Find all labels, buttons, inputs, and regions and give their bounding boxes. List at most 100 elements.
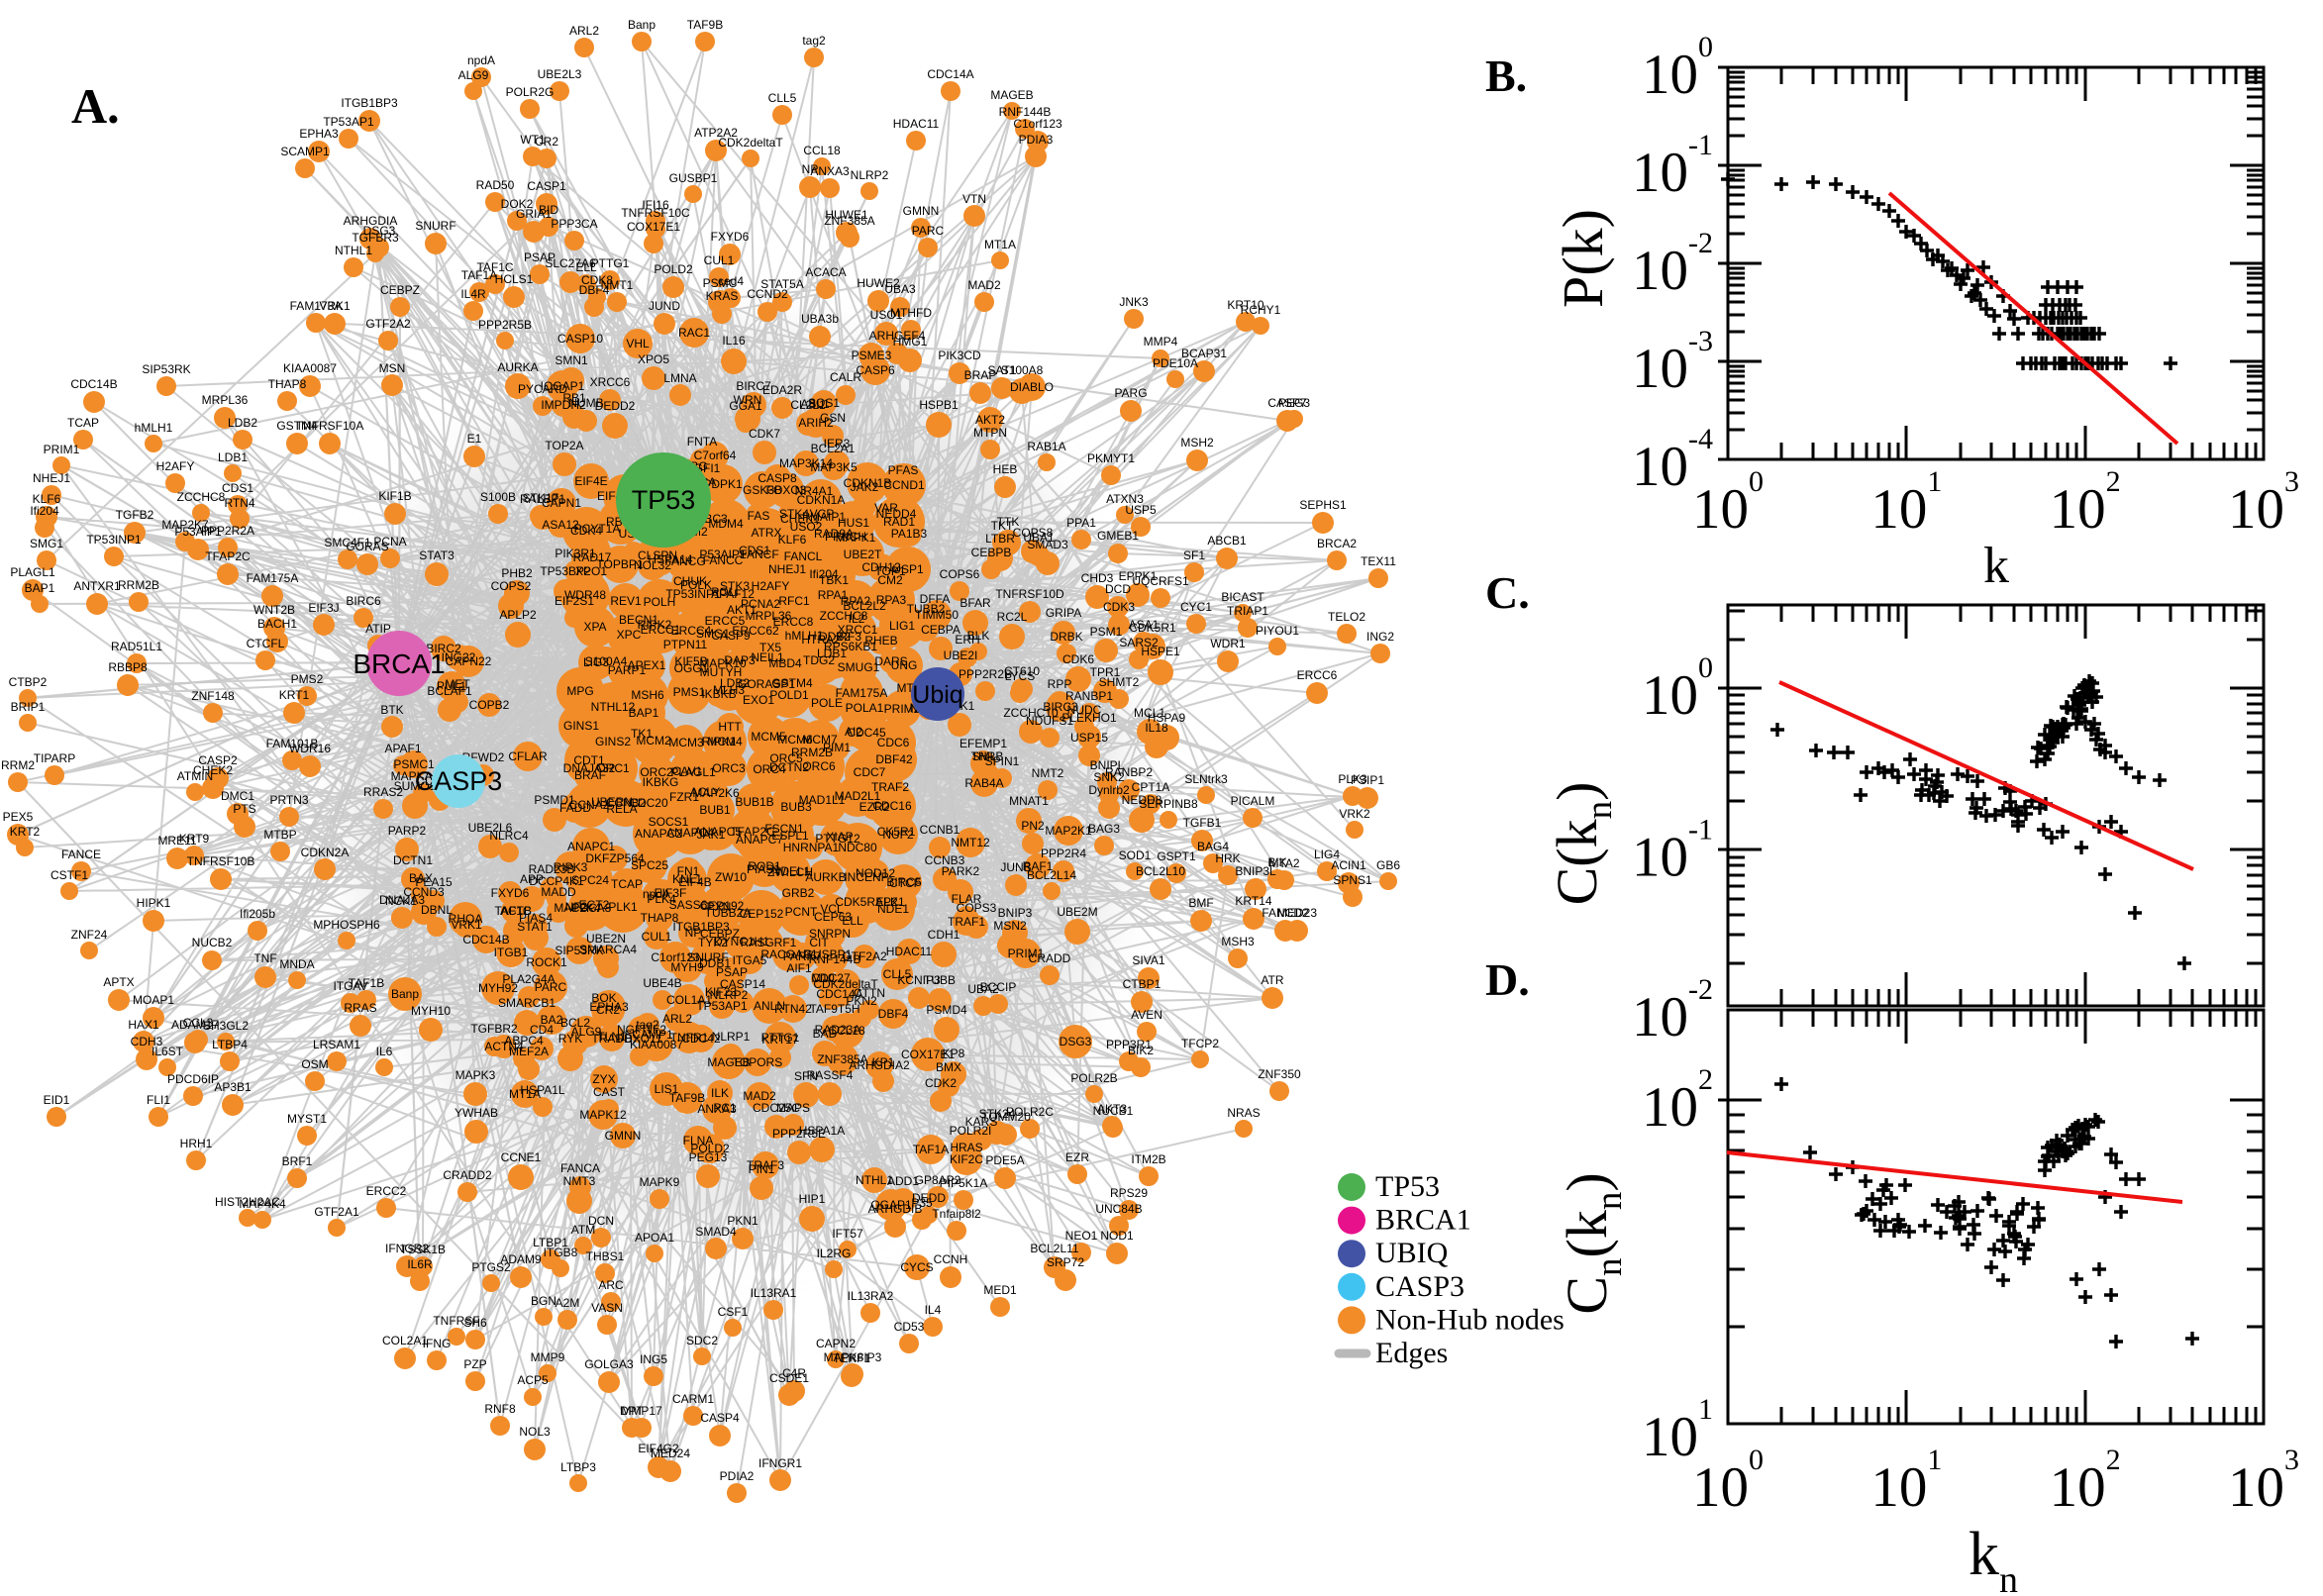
svg-text:FLNA: FLNA <box>683 1134 714 1147</box>
svg-text:PMAIP1: PMAIP1 <box>802 510 846 524</box>
svg-text:NOL32: NOL32 <box>634 558 671 572</box>
svg-text:TAF9B: TAF9B <box>687 18 723 32</box>
svg-text:XPO5: XPO5 <box>638 352 669 366</box>
svg-text:PIYOU1: PIYOU1 <box>1256 624 1299 638</box>
svg-text:IMPDH2: IMPDH2 <box>541 398 586 412</box>
svg-text:SNURF: SNURF <box>687 950 728 964</box>
svg-text:STK24: STK24 <box>979 1107 1016 1121</box>
svg-text:PEG3: PEG3 <box>1278 396 1310 410</box>
svg-text:LIG4: LIG4 <box>1314 848 1340 861</box>
svg-text:CLL5: CLL5 <box>768 91 797 105</box>
svg-text:RRM2B: RRM2B <box>791 746 833 759</box>
svg-text:BCCIP: BCCIP <box>980 980 1017 994</box>
svg-text:WNT2B: WNT2B <box>253 603 295 617</box>
svg-text:AKT2: AKT2 <box>975 413 1005 427</box>
svg-text:CTCFL: CTCFL <box>247 637 285 650</box>
svg-text:BCL2L14: BCL2L14 <box>1027 868 1076 882</box>
svg-text:PSMC: PSMC <box>703 276 738 290</box>
svg-text:SLNtrk3: SLNtrk3 <box>1184 772 1228 786</box>
svg-text:CDK5R1: CDK5R1 <box>1129 621 1176 635</box>
svg-text:BAP1: BAP1 <box>629 706 659 720</box>
svg-text:ALG9: ALG9 <box>458 68 489 82</box>
svg-text:TOP2A: TOP2A <box>545 439 583 452</box>
svg-text:CTBP2: CTBP2 <box>9 675 48 689</box>
svg-text:SCAMP1: SCAMP1 <box>624 1028 673 1042</box>
svg-text:CDH12: CDH12 <box>861 560 901 574</box>
svg-text:ATMIN: ATMIN <box>177 769 213 783</box>
svg-text:ESPL1: ESPL1 <box>771 829 809 843</box>
svg-text:MAP2K4: MAP2K4 <box>554 901 601 915</box>
svg-text:ELL: ELL <box>575 260 597 274</box>
svg-text:MRE11: MRE11 <box>157 834 196 848</box>
svg-text:CDS1: CDS1 <box>739 544 770 557</box>
svg-text:NMT1: NMT1 <box>601 278 634 292</box>
svg-text:NRAS: NRAS <box>1227 1106 1260 1120</box>
svg-text:KIF5B: KIF5B <box>674 654 707 668</box>
svg-text:RANBP1: RANBP1 <box>1065 689 1113 703</box>
svg-text:TIMM50: TIMM50 <box>915 608 959 622</box>
svg-text:PYCARD: PYCARD <box>518 382 567 396</box>
svg-text:C(kn): C(kn) <box>1545 782 1620 906</box>
svg-text:NHEJ1: NHEJ1 <box>33 471 70 485</box>
svg-text:POLD2: POLD2 <box>690 1142 730 1155</box>
svg-text:PIK3CD: PIK3CD <box>938 349 981 362</box>
svg-text:CD53: CD53 <box>894 1320 925 1334</box>
svg-text:VHL: VHL <box>626 337 650 350</box>
svg-text:S100A8: S100A8 <box>1001 363 1044 377</box>
svg-text:PLAGL1: PLAGL1 <box>670 765 716 779</box>
svg-text:PIP5K1A: PIP5K1A <box>940 1176 988 1190</box>
svg-text:CR2: CR2 <box>596 1003 620 1017</box>
svg-text:TCAP: TCAP <box>611 877 643 891</box>
svg-text:SASS6: SASS6 <box>669 898 708 912</box>
svg-text:KCNIP3: KCNIP3 <box>897 973 941 987</box>
svg-text:SDC2: SDC2 <box>686 1334 718 1347</box>
svg-text:RNF144B: RNF144B <box>809 952 861 966</box>
svg-text:DCN: DCN <box>588 1214 614 1228</box>
svg-text:DEDD2: DEDD2 <box>595 399 636 413</box>
svg-text:RPS6KB1: RPS6KB1 <box>824 640 877 653</box>
svg-text:BUB1: BUB1 <box>699 803 731 817</box>
svg-text:PC1: PC1 <box>713 1101 737 1115</box>
svg-text:SMARCB1: SMARCB1 <box>498 996 556 1010</box>
svg-text:NLRC4: NLRC4 <box>489 829 529 843</box>
svg-text:COPS3: COPS3 <box>957 901 997 915</box>
svg-text:APTX: APTX <box>103 975 134 989</box>
svg-text:WT1: WT1 <box>520 133 546 147</box>
svg-text:TOMM20: TOMM20 <box>981 1110 1031 1124</box>
svg-text:CTCF: CTCF <box>889 876 921 890</box>
svg-text:MAP3K14: MAP3K14 <box>779 456 833 470</box>
svg-text:XRCC1: XRCC1 <box>838 623 878 637</box>
svg-text:HSPB1: HSPB1 <box>919 398 959 412</box>
svg-text:PLK3: PLK3 <box>1338 772 1367 786</box>
svg-text:HSPA1L: HSPA1L <box>520 1083 564 1097</box>
svg-text:EIF4E: EIF4E <box>574 474 607 488</box>
svg-text:BRAP: BRAP <box>964 368 997 382</box>
svg-text:ROCK1: ROCK1 <box>526 955 567 969</box>
svg-text:ABPC4: ABPC4 <box>504 1034 544 1047</box>
svg-text:VAR: VAR <box>874 501 898 515</box>
svg-text:RRAS: RRAS <box>344 1001 376 1015</box>
svg-text:AKT3: AKT3 <box>1097 1102 1127 1116</box>
svg-text:GTF2A1: GTF2A1 <box>314 1205 359 1219</box>
svg-text:CDC14B: CDC14B <box>70 377 117 391</box>
svg-text:EIF4B: EIF4B <box>678 875 711 889</box>
svg-text:C4R: C4R <box>782 1366 806 1380</box>
svg-text:NUMB: NUMB <box>568 396 603 410</box>
svg-text:GSTM4: GSTM4 <box>276 419 318 433</box>
svg-text:CDK6: CDK6 <box>1062 652 1094 666</box>
svg-text:MPG: MPG <box>566 684 593 698</box>
svg-text:MMP17: MMP17 <box>621 1404 662 1418</box>
svg-text:tag2: tag2 <box>636 1018 659 1032</box>
svg-text:POLR2C: POLR2C <box>1006 1105 1054 1119</box>
svg-text:SMG1: SMG1 <box>696 627 730 641</box>
svg-text:UBIQ: UBIQ <box>1375 1237 1449 1269</box>
svg-text:MTBP: MTBP <box>263 828 296 842</box>
svg-text:PARP1: PARP1 <box>608 663 647 677</box>
svg-text:GUSBP1: GUSBP1 <box>669 171 718 185</box>
svg-text:FANCG: FANCG <box>664 554 705 568</box>
svg-text:TOP1: TOP1 <box>874 564 905 578</box>
svg-text:PSMC1: PSMC1 <box>393 757 435 771</box>
svg-text:MAD2: MAD2 <box>743 1089 776 1103</box>
svg-text:ZCCHC10: ZCCHC10 <box>1003 706 1059 720</box>
svg-text:RNF144B: RNF144B <box>999 105 1052 119</box>
